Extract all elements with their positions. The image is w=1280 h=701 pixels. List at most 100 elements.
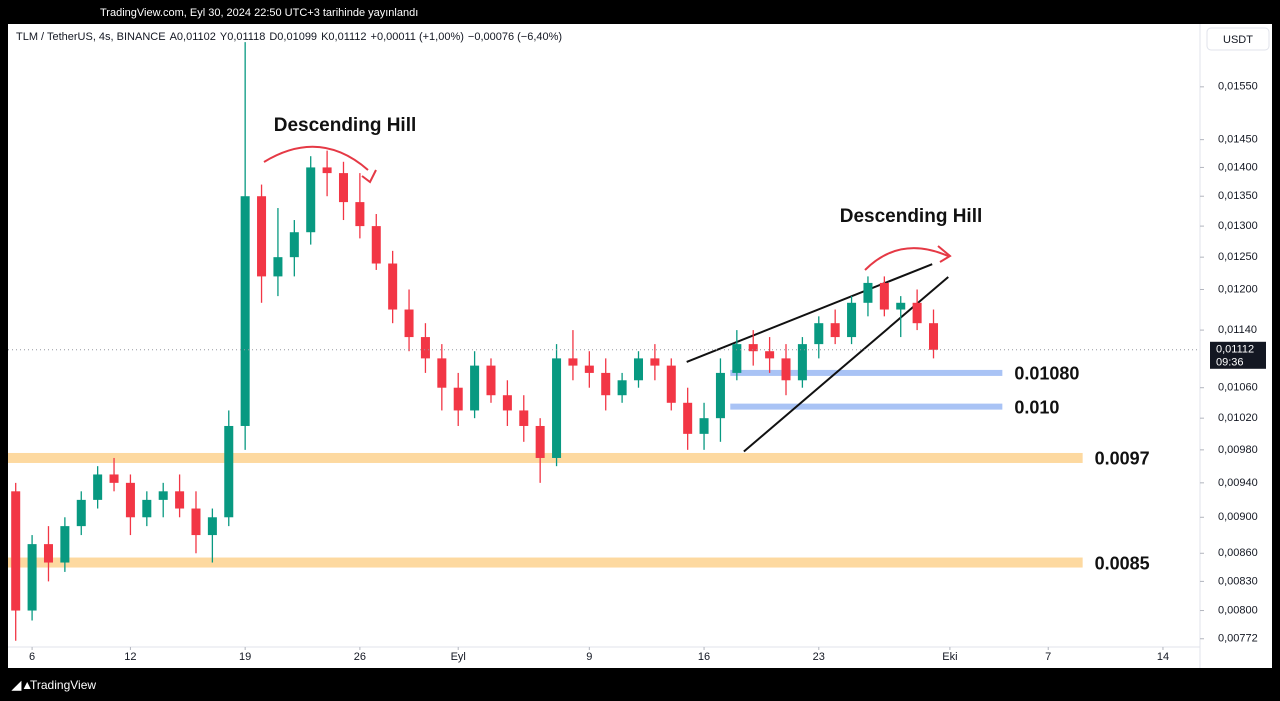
candle-body [601,372,611,396]
countdown: 09:36 [1216,357,1244,369]
y-tick-label: 0,00900 [1218,511,1258,523]
candle-body [240,196,250,426]
y-tick-label: 0,01140 [1218,324,1257,336]
candle-body [27,544,37,611]
last-price-label: 0,01112 [1216,344,1254,356]
currency: USDT [1223,34,1253,46]
x-tick-label: Eyl [451,651,466,663]
y-tick-label: 0,00772 [1218,633,1258,645]
y-tick-label: 0,00860 [1218,547,1258,559]
candle-body [158,491,168,500]
x-tick-label: Eki [942,651,957,663]
y-tick-label: 0,01400 [1218,161,1258,173]
support-zone [730,403,1003,410]
candle-body [43,544,53,563]
x-tick-label: 7 [1045,651,1051,663]
y-tick-label: 0,01250 [1218,251,1258,263]
candle-body [470,365,480,411]
ohlc-field: D0,01099 [269,31,318,43]
y-tick-label: 0,00800 [1218,604,1258,616]
footer-brand: TradingView [30,678,96,692]
ohlc-field: +0,00011 (+1,00%) [370,31,464,43]
candle-body [289,232,299,258]
candle-body [273,257,283,277]
candle-body [486,365,496,396]
y-tick-label: 0,00980 [1218,444,1258,456]
y-tick-label: 0,01020 [1218,412,1258,424]
candle-body [224,425,234,518]
candle-body [535,425,545,458]
arrow-head [361,169,377,184]
x-tick-label: 19 [239,651,251,663]
candle-body [633,358,644,381]
ohlc-field: −0,00076 (−6,40%) [467,31,563,43]
candle-body [76,499,86,527]
y-tick-label: 0,01550 [1218,81,1258,93]
candle-body [60,526,70,563]
candle-body [306,167,316,233]
x-tick-label: 14 [1157,651,1169,663]
currency-box [1206,27,1270,51]
y-tick-label: 0,01200 [1218,283,1258,295]
annotation: Descending Hill [840,206,983,227]
zone-label: 0.0097 [1095,449,1150,469]
y-tick-label: 0,01450 [1218,134,1258,146]
candle-body [748,344,758,352]
candle-body [338,173,348,203]
ohlc-field: Y0,01118 [219,31,266,43]
candle-body [175,491,185,509]
publish-note: TradingView.com, Eyl 30, 2024 22:50 UTC+… [100,7,418,19]
candle-body [371,226,381,264]
y-tick-label: 0,00830 [1218,575,1258,587]
candle-body [765,351,775,359]
candle-body [732,344,742,373]
candle-body [388,263,398,310]
candle-body [666,365,676,403]
candle-body [568,358,578,366]
candle-body [797,344,807,381]
candle-body [847,302,857,338]
candle-body [584,365,594,373]
candle-body [519,410,529,426]
candle-body [929,323,939,350]
candle-body [109,474,119,483]
x-tick-label: 12 [124,651,136,663]
arrow-head [937,245,952,263]
candle-body [191,508,201,536]
candle-body [830,323,840,338]
x-tick-label: 6 [29,651,35,663]
symbol: TLM / TetherUS, 4s, BINANCE [16,31,166,43]
candle-body [650,358,660,366]
arrow [864,247,949,271]
candle-body [912,302,922,324]
candle-body [502,395,512,411]
trend-line [686,263,933,363]
candle-body [552,358,562,458]
candle-body [814,323,824,345]
candle-body [863,282,873,303]
support-zone [730,369,1003,376]
y-tick-label: 0,01300 [1218,220,1258,232]
zone-label: 0.010 [1014,397,1059,417]
candle-body [142,499,152,518]
candle-body [437,358,447,388]
symbol-header: TLM / TetherUS, 4s, BINANCE A0,01102 Y0,01… [16,31,566,43]
y-tick-label: 0,01350 [1218,190,1258,202]
candle-body [896,302,906,310]
candle-body [257,196,267,277]
support-zone [8,557,1083,568]
candle-body [125,482,135,518]
candle-body [617,380,627,396]
candle-body [207,517,217,536]
ohlc-field: A0,01102 [169,31,216,43]
arrow [263,145,369,171]
candle-body [420,337,430,359]
candle-body [699,418,709,434]
candle-body [879,282,889,310]
zone-label: 0.01080 [1014,364,1079,384]
zone-label: 0.0085 [1095,553,1150,573]
ohlc-field: K0,01112 [321,31,367,43]
support-zone [8,452,1083,463]
